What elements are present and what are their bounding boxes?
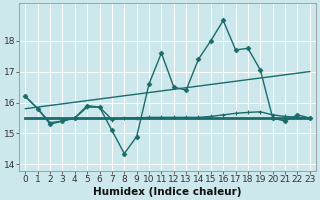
X-axis label: Humidex (Indice chaleur): Humidex (Indice chaleur) — [93, 187, 242, 197]
